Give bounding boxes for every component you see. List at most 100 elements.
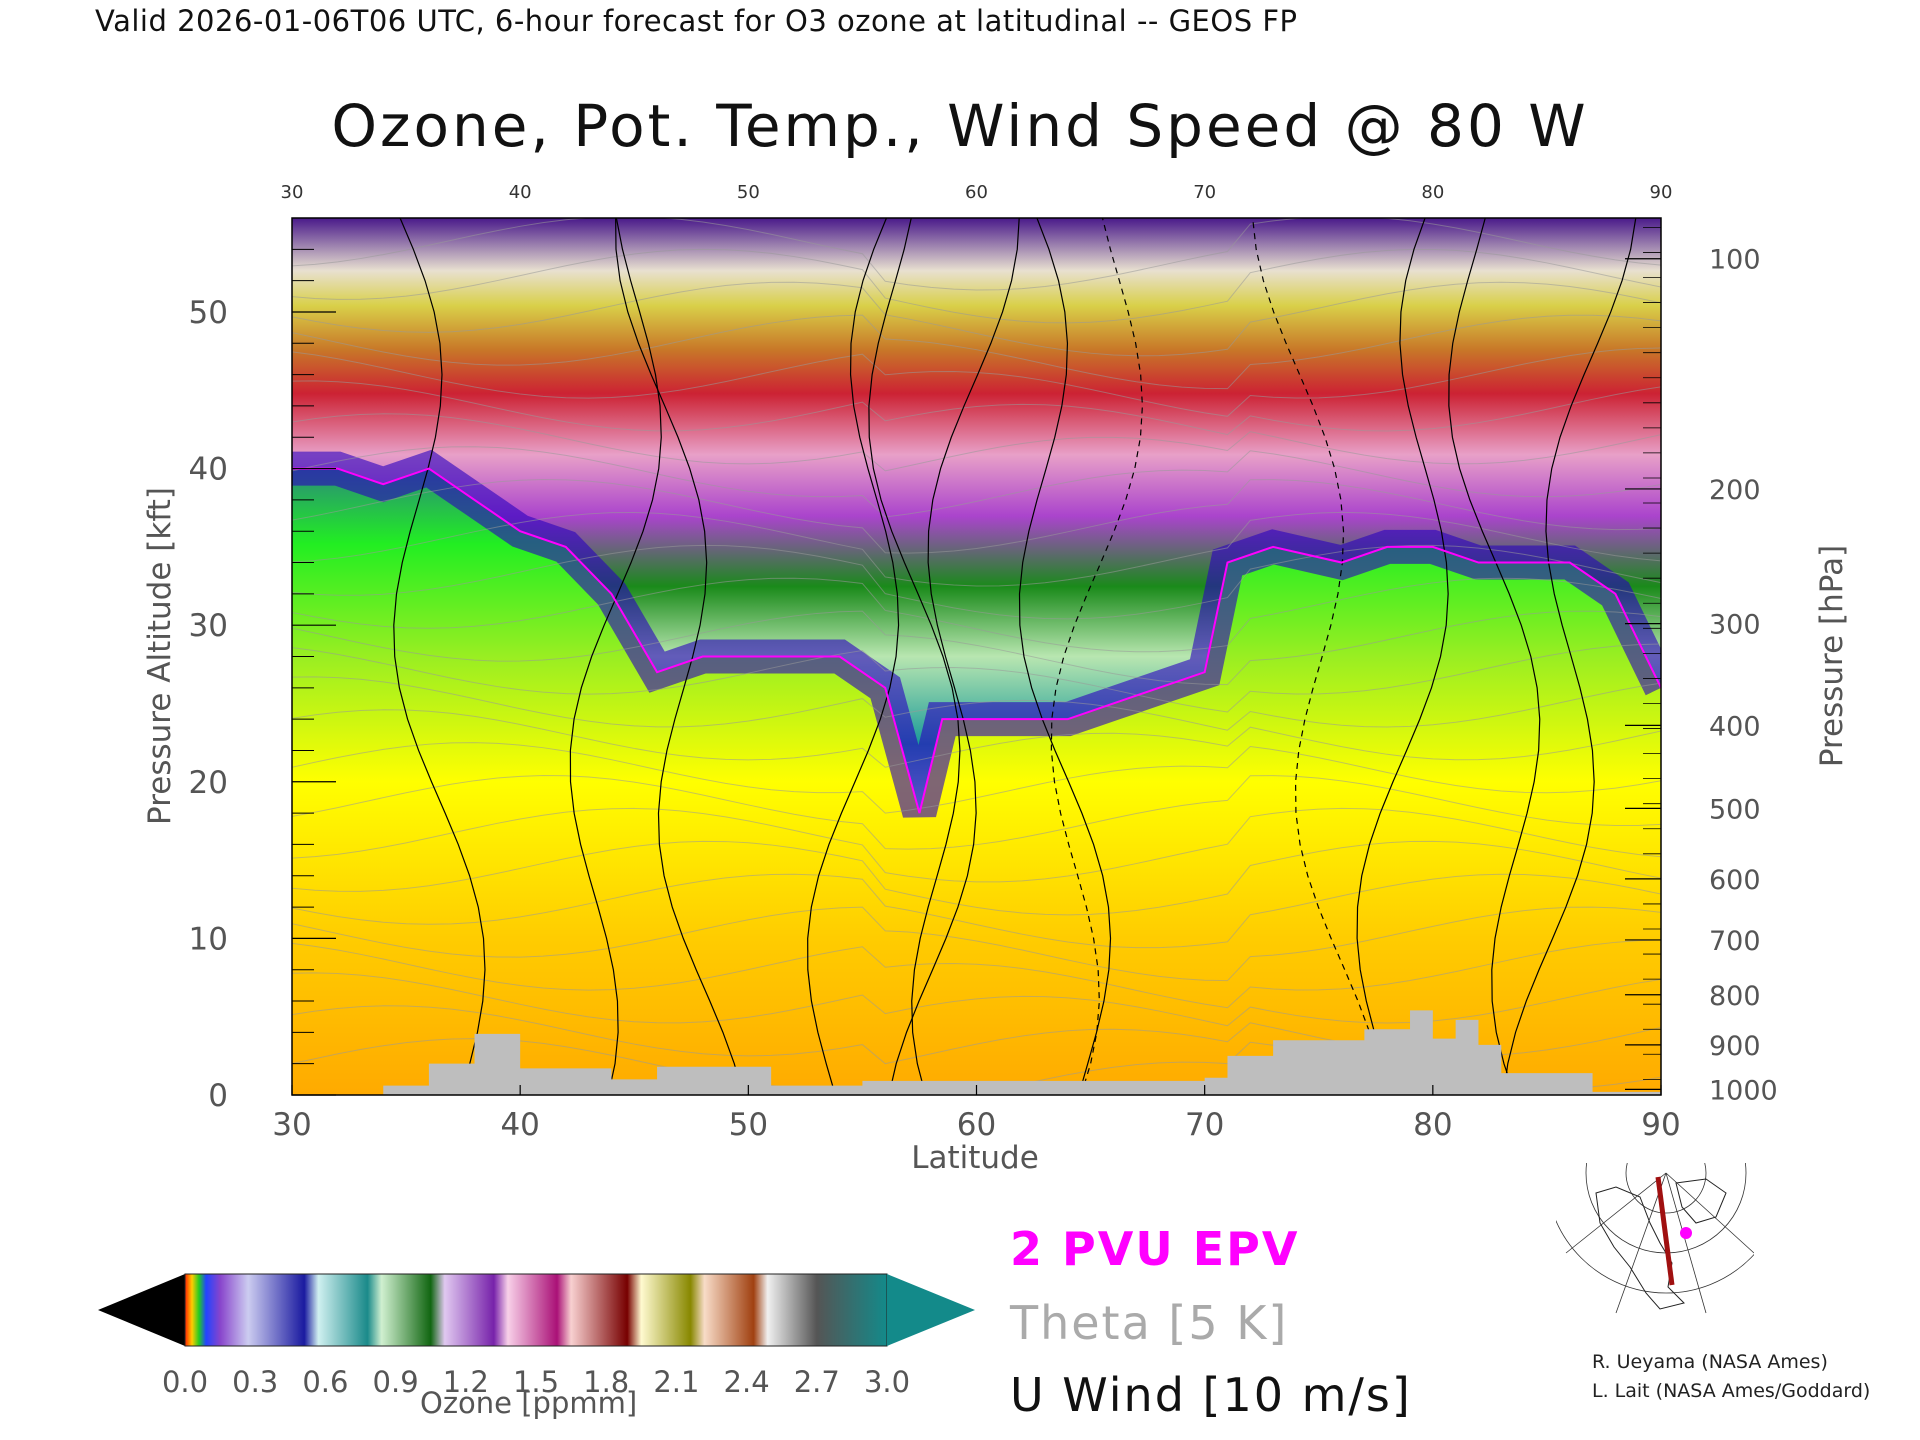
theta-contour [292, 643, 1661, 713]
theta-contour [292, 248, 1661, 324]
x-tick-label: 40 [500, 1107, 539, 1143]
colorbar-bar [184, 1273, 888, 1347]
y-right-tick-label: 800 [1709, 981, 1761, 1012]
y-right-tick-label: 200 [1709, 475, 1761, 506]
u-wind-contour [1502, 218, 1637, 1095]
u-wind-contour [1018, 218, 1112, 1095]
credit-line-2: L. Lait (NASA Ames/Goddard) [1592, 1380, 1871, 1402]
theta-contour [292, 939, 1661, 1009]
u-wind-contour [1050, 218, 1144, 1095]
legend-theta: Theta [5 K] [1010, 1296, 1289, 1350]
colorbar-high-arrow [887, 1274, 975, 1346]
theta-contour [292, 380, 1661, 436]
y-right-tick-label: 100 [1709, 245, 1761, 276]
theta-contour [292, 610, 1661, 686]
ozone-colorbar: 0.0 0.3 0.6 0.9 1.2 1.5 1.8 2.1 2.4 2.7 3.0 [98, 1273, 975, 1399]
theta-contour [292, 479, 1661, 554]
x-top-tick-label: 30 [281, 182, 304, 203]
u-wind-contour [1448, 218, 1541, 1095]
cross-section-path [1655, 1176, 1675, 1286]
theta-contour [292, 218, 1661, 291]
colorbar-low-arrow [98, 1274, 185, 1346]
theta-contour [292, 544, 1661, 620]
x-top-tick-label: 40 [509, 182, 532, 203]
y-axis-left-label: Pressure Altitude [kft] [142, 487, 178, 825]
epv-2pvu-contour [292, 467, 1661, 814]
theta-contour [292, 873, 1661, 949]
y-right-tick-label: 300 [1709, 610, 1761, 641]
u-wind-contour [868, 218, 961, 1095]
credit-line-1: R. Ueyama (NASA Ames) [1592, 1351, 1828, 1373]
x-tick-label: 60 [957, 1107, 996, 1143]
x-top-tick-label: 50 [737, 182, 760, 203]
y-right-tick-label: 700 [1709, 926, 1761, 957]
y-left-tick-label: 0 [208, 1078, 228, 1114]
y-left-tick-label: 20 [189, 765, 228, 801]
colorbar-label: Ozone [ppmm] [420, 1386, 638, 1420]
y-right-tick-label: 500 [1709, 794, 1761, 825]
legend-uwind: U Wind [10 m/s] [1010, 1368, 1412, 1422]
colorbar-tick-label: 2.4 [724, 1365, 770, 1399]
colorbar-tick-label: 2.1 [653, 1365, 699, 1399]
theta-contour [292, 676, 1661, 731]
x-tick-label: 70 [1185, 1107, 1224, 1143]
y-right-tick-label: 400 [1709, 711, 1761, 742]
colorbar-tick-label: 1.5 [513, 1365, 559, 1399]
location-marker [1680, 1227, 1692, 1239]
y-left-tick-label: 10 [189, 921, 228, 957]
theta-contours [292, 218, 1661, 1095]
u-wind-contour [615, 218, 744, 1095]
x-axis-label: Latitude [911, 1140, 1039, 1176]
x-tick-label: 50 [729, 1107, 768, 1143]
troposphere-ozone-field [292, 468, 1661, 1095]
y-left-tick-label: 50 [189, 295, 228, 331]
colorbar-tick-label: 0.0 [162, 1365, 208, 1399]
colorbar-tick-label: 0.6 [302, 1365, 348, 1399]
theta-contour [292, 314, 1661, 390]
u-wind-contour [1252, 218, 1386, 1095]
u-wind-contour [569, 218, 662, 1095]
u-wind-contour [1356, 218, 1449, 1095]
colorbar-tick-label: 2.7 [794, 1365, 840, 1399]
theta-contour [292, 807, 1661, 883]
x-top-tick-label: 80 [1421, 182, 1444, 203]
theta-contour [292, 709, 1661, 768]
theta-contour [292, 511, 1661, 587]
u-wind-contour [888, 218, 1020, 1095]
theta-contour [292, 577, 1661, 653]
theta-contour [292, 906, 1661, 982]
theta-contour [292, 446, 1661, 518]
y-right-tick-label: 1000 [1709, 1075, 1778, 1106]
colorbar-tick-label: 0.9 [373, 1365, 419, 1399]
location-map [1556, 1163, 1754, 1314]
chart-title: Ozone, Pot. Temp., Wind Speed @ 80 W [331, 92, 1589, 160]
u-wind-contour [393, 218, 486, 1095]
u-wind-contour [807, 218, 900, 1095]
colorbar-tick-label: 0.3 [232, 1365, 278, 1399]
theta-contour [292, 742, 1661, 814]
x-top-tick-label: 70 [1193, 182, 1216, 203]
theta-contour [292, 281, 1661, 357]
x-tick-label: 90 [1641, 1107, 1680, 1143]
x-top-tick-label: 90 [1650, 182, 1673, 203]
x-top-tick-label: 60 [965, 182, 988, 203]
y-left-tick-label: 40 [189, 452, 228, 488]
y-axis-right-label: Pressure [hPa] [1814, 545, 1850, 767]
theta-contour [292, 840, 1661, 916]
colorbar-tick-label: 1.2 [443, 1365, 489, 1399]
y-right-tick-label: 600 [1709, 865, 1761, 896]
u-wind-contours [393, 218, 1637, 1095]
y-right-tick-label: 900 [1709, 1031, 1761, 1062]
y-left-tick-label: 30 [189, 608, 228, 644]
colorbar-tick-label: 1.8 [583, 1365, 629, 1399]
x-tick-label: 30 [272, 1107, 311, 1143]
terrain [292, 1010, 1661, 1095]
theta-contour [292, 347, 1661, 417]
legend-epv: 2 PVU EPV [1010, 1222, 1300, 1276]
valid-time-caption: Valid 2026-01-06T06 UTC, 6-hour forecast… [95, 4, 1298, 38]
theta-contour [292, 413, 1661, 472]
colorbar-tick-label: 3.0 [864, 1365, 910, 1399]
x-tick-label: 80 [1413, 1107, 1452, 1143]
